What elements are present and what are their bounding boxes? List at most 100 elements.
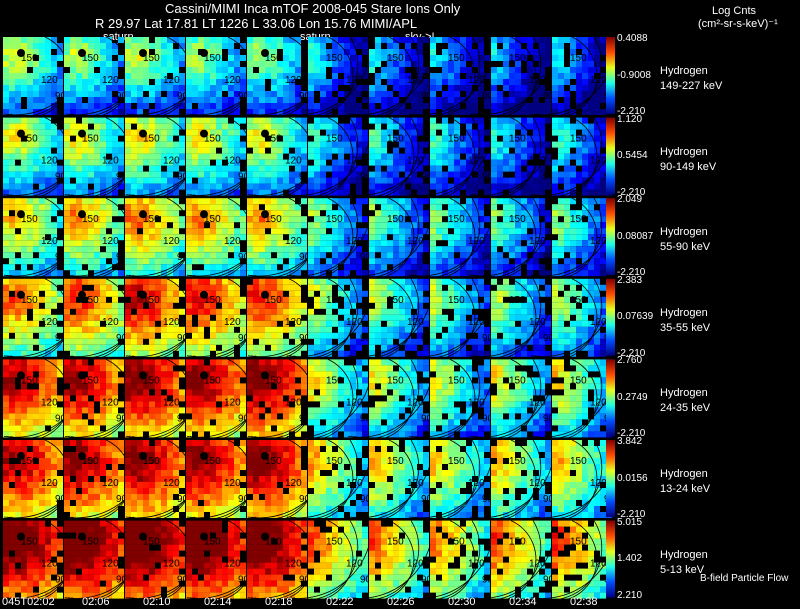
contour-label: 150	[448, 214, 465, 225]
contour-label: 120	[41, 317, 58, 328]
contour-label: 90	[299, 252, 311, 263]
contour-label: 150	[143, 214, 160, 225]
contour-label: 150	[387, 375, 404, 386]
contour-label: 150	[143, 375, 160, 386]
contour-label: 150	[204, 134, 221, 145]
contour-label: 150	[509, 214, 526, 225]
contour-label: 120	[163, 75, 180, 86]
contour-label: 150	[265, 53, 282, 64]
contour-label: 90	[482, 575, 494, 586]
contour-label: 120	[224, 478, 241, 489]
contour-label: 120	[590, 478, 607, 489]
time-tick-label: 02:30	[448, 596, 476, 608]
contour-label: 150	[570, 537, 587, 548]
panel-energy-label: Hydrogen 149-227 keV	[660, 64, 722, 94]
species-label: Hydrogen	[660, 65, 708, 77]
contour-label: 150	[570, 295, 587, 306]
contour-label: 120	[529, 478, 546, 489]
contour-label: 120	[529, 156, 546, 167]
contour-label: 120	[285, 559, 302, 570]
contour-label: 120	[529, 236, 546, 247]
contour-label: 120	[102, 397, 119, 408]
contour-label: 150	[570, 53, 587, 64]
contour-label: 90	[299, 333, 311, 344]
contour-label: 90	[299, 494, 311, 505]
contour-label: 150	[204, 537, 221, 548]
contour-label: 120	[285, 156, 302, 167]
contour-label: 120	[102, 75, 119, 86]
contour-label: 90	[360, 575, 372, 586]
contour-label: 150	[21, 134, 38, 145]
contour-label: 150	[82, 375, 99, 386]
colorbar-tick-label: -2.210	[617, 267, 646, 279]
contour-label: 90	[482, 252, 494, 263]
contour-label: 150	[326, 375, 343, 386]
contour-label: 90	[421, 575, 433, 586]
contour-label: 150	[326, 134, 343, 145]
colorbar-tick-label: 2.210	[617, 589, 643, 601]
species-label: Hydrogen	[660, 468, 708, 480]
contour-label: 150	[143, 53, 160, 64]
contour-label: 90	[360, 91, 372, 102]
contour-label: 90	[360, 172, 372, 183]
contour-label: 90	[238, 494, 250, 505]
contour-label: 120	[346, 75, 363, 86]
contour-label: 120	[163, 478, 180, 489]
contour-label: 150	[326, 53, 343, 64]
legend-text: B-field Particle Flow	[700, 573, 789, 584]
panel-energy-label: Hydrogen 13-24 keV	[660, 467, 710, 497]
contour-label: 90	[543, 413, 555, 424]
contour-label: 90	[482, 172, 494, 183]
colorbar-4	[606, 359, 615, 437]
contour-label: 90	[543, 494, 555, 505]
contour-label: 150	[82, 53, 99, 64]
colorbar-tick-label: -2.210	[617, 509, 646, 520]
colorbar-6	[606, 520, 615, 598]
contour-label: 150	[21, 214, 38, 225]
contour-label: 150	[265, 214, 282, 225]
contour-label: 150	[448, 295, 465, 306]
contour-label: 150	[82, 214, 99, 225]
contour-label: 150	[143, 537, 160, 548]
contour-label: 120	[346, 317, 363, 328]
contour-label: 150	[204, 214, 221, 225]
contour-label: 150	[509, 134, 526, 145]
species-label: Hydrogen	[660, 387, 708, 400]
energy-range-label: 35-55 keV	[660, 321, 711, 334]
contour-label: 90	[55, 172, 67, 183]
contour-label: 90	[177, 413, 189, 424]
colorbar-tick-label: -2.210	[617, 186, 646, 198]
contour-label: 150	[387, 214, 404, 225]
time-tick-label: 02:38	[570, 596, 598, 608]
contour-label: 90	[238, 172, 250, 183]
contour-label: 90	[116, 91, 128, 102]
colorbar-tick-label: 3.842	[617, 436, 643, 447]
contour-label: 150	[326, 537, 343, 548]
contour-label: 120	[285, 478, 302, 489]
energy-range-label: 55-90 keV	[660, 241, 711, 254]
contour-label: 90	[543, 333, 555, 344]
contour-label: 150	[448, 537, 465, 548]
energy-range-label: 13-24 keV	[660, 483, 711, 495]
contour-label: 120	[285, 397, 302, 408]
time-tick-label: 02:10	[143, 596, 171, 608]
panel-energy-label: Hydrogen 55-90 keV	[660, 225, 710, 255]
time-tick-label: 02:26	[387, 596, 415, 608]
contour-label: 150	[448, 53, 465, 64]
